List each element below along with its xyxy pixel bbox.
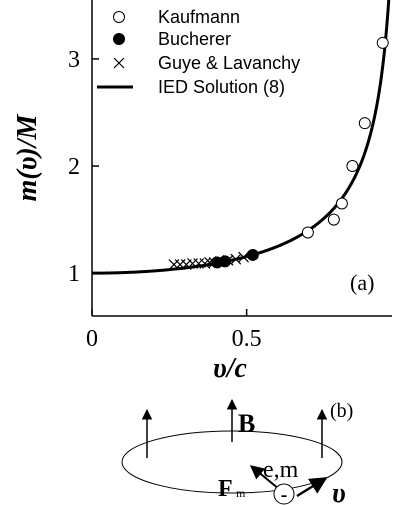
panel-label-b: (b): [330, 400, 353, 422]
kaufmann-point: [358, 117, 371, 130]
force-subscript: m: [236, 486, 246, 500]
velocity-arrow: [296, 476, 328, 498]
panel-label-a: (a): [350, 270, 374, 295]
kaufmann-point: [335, 197, 348, 210]
plot-area: [92, 0, 392, 316]
bucherer-point: [218, 255, 231, 268]
x-axis-title: υ/c: [213, 353, 247, 384]
field-label: B: [238, 409, 255, 438]
legend-label: Guye & Lavanchy: [158, 53, 300, 73]
y-tick-label: 1: [68, 261, 80, 287]
kaufmann-point: [376, 36, 389, 49]
ied-solution-curve: [92, 0, 391, 275]
kaufmann-point: [327, 213, 340, 226]
x-tick-label: 0: [86, 326, 98, 352]
x-tick-label: 0.5: [232, 326, 262, 352]
guye-lavanchy-point: [199, 258, 211, 269]
diagram-panel-b: B (b) F m -e,m - υ: [121, 398, 353, 506]
legend-marker: [113, 33, 125, 45]
charge-label: -e,m: [255, 457, 299, 483]
y-axis-title: m(υ)/M: [12, 113, 43, 201]
y-tick-label: 3: [68, 47, 80, 73]
y-tick-label: 2: [68, 154, 80, 180]
data-marks: [168, 36, 389, 271]
legend-label: IED Solution (8): [158, 77, 285, 97]
legend-label: Bucherer: [158, 29, 231, 49]
curve-layer: [92, 0, 391, 275]
legend-marker: [113, 11, 125, 23]
legend-marker: [113, 57, 125, 69]
kaufmann-point: [301, 226, 314, 239]
guye-lavanchy-point: [238, 251, 249, 263]
particle-sign: -: [281, 484, 288, 506]
particle: [273, 483, 295, 505]
guye-lavanchy-point: [230, 253, 242, 265]
velocity-label: υ: [332, 478, 346, 506]
kaufmann-point: [346, 160, 359, 173]
y-axis-ticks: 1 2 3: [68, 47, 99, 287]
x-axis-ticks: 0 0.5: [86, 309, 262, 352]
force-label: F: [218, 476, 233, 502]
bucherer-point: [246, 248, 259, 261]
legend-label: Kaufmann: [158, 7, 240, 27]
